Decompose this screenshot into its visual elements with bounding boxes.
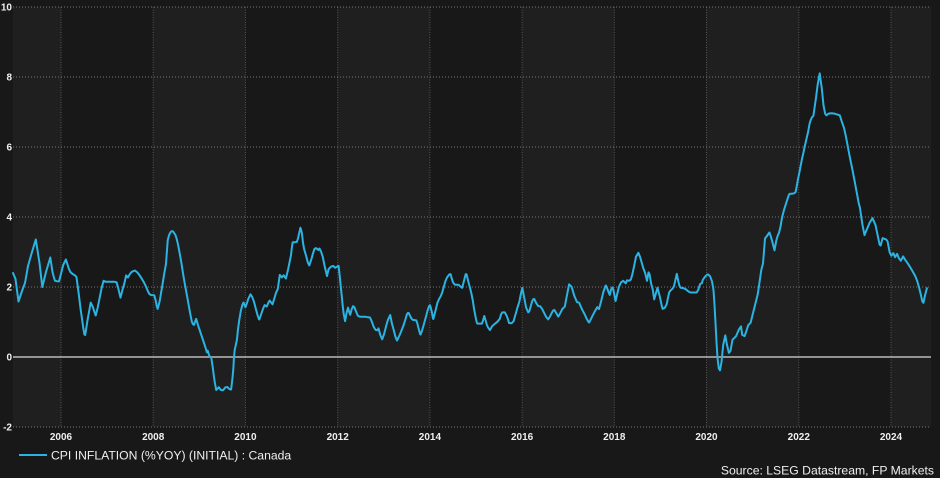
- svg-text:2008: 2008: [142, 432, 165, 443]
- svg-text:8: 8: [6, 73, 12, 84]
- svg-text:2014: 2014: [419, 432, 442, 443]
- svg-text:10: 10: [1, 3, 13, 14]
- svg-text:2020: 2020: [695, 432, 718, 443]
- svg-text:2016: 2016: [511, 432, 534, 443]
- svg-text:CPI INFLATION (%YOY) (INITIAL): CPI INFLATION (%YOY) (INITIAL) : Canada: [51, 449, 291, 463]
- svg-text:2: 2: [6, 283, 12, 294]
- svg-text:0: 0: [6, 353, 12, 364]
- svg-text:6: 6: [6, 143, 12, 154]
- svg-text:2012: 2012: [327, 432, 350, 443]
- svg-text:Source: LSEG Datastream, FP Ma: Source: LSEG Datastream, FP Markets: [721, 464, 934, 478]
- svg-text:2022: 2022: [788, 432, 811, 443]
- svg-text:-2: -2: [3, 423, 12, 434]
- svg-text:2018: 2018: [603, 432, 626, 443]
- svg-text:2006: 2006: [50, 432, 73, 443]
- svg-text:4: 4: [6, 213, 12, 224]
- svg-text:2010: 2010: [234, 432, 257, 443]
- svg-text:2024: 2024: [880, 432, 903, 443]
